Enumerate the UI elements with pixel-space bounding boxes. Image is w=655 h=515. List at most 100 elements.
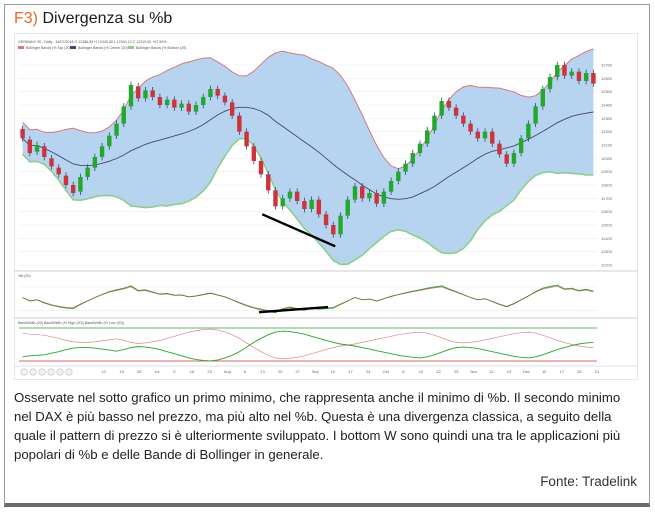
x-tick-label: 27 [295, 369, 300, 374]
candle-body [410, 153, 415, 164]
figure-title: Divergenza su %b [42, 10, 173, 27]
candle-body [439, 101, 444, 116]
candle-body [92, 157, 98, 168]
figure-code: F3) [14, 10, 38, 27]
pctb-panel-header: %b (20) [18, 274, 31, 278]
candle-body [70, 185, 76, 193]
candle-body [222, 95, 228, 103]
x-tick-label: 10 [331, 369, 336, 374]
candle-body [85, 167, 90, 177]
candle-body [374, 193, 379, 204]
candle-body [208, 89, 213, 97]
candle-body [359, 186, 365, 199]
candle-body [504, 154, 509, 164]
candle-body [526, 123, 531, 139]
x-tick-label: 19 [119, 369, 124, 374]
x-tick-label: 12 [102, 369, 107, 374]
price-tick-label: 12500 [601, 89, 613, 94]
candle-body [396, 171, 401, 181]
candle-body [20, 129, 25, 139]
candle-body [331, 225, 336, 235]
candle-body [583, 73, 589, 81]
candle-body [244, 131, 249, 147]
pctb-panel [19, 284, 597, 314]
lower-band-line [22, 137, 594, 266]
candle-body [302, 201, 307, 209]
candle-body [172, 99, 177, 108]
x-tick-label: Nov [470, 369, 477, 374]
x-tick-label: 12 [489, 369, 494, 374]
x-tick-label: Dec [523, 369, 530, 374]
price-panel: 12700 12600 12500 12400 12300 12200 12100 12000… [19, 48, 613, 268]
candle-body [518, 138, 524, 153]
candle-body [121, 106, 126, 124]
x-tick-label: 17 [560, 369, 565, 374]
x-tick-label: Aug [224, 369, 231, 374]
candle-body [425, 130, 430, 144]
candle-body [49, 158, 54, 167]
candle-body [193, 105, 199, 112]
x-tick-label: 9 [173, 369, 176, 374]
candle-body [128, 85, 134, 107]
candle-body [287, 191, 293, 199]
candle-body [63, 175, 69, 185]
price-tick-label: 12700 [601, 63, 613, 68]
source-text: Fonte: Tradelink [540, 474, 637, 489]
candle-body [323, 214, 329, 225]
price-tick-label: 11200 [601, 263, 613, 268]
x-tick-label: 16 [190, 369, 195, 374]
candle-body [114, 123, 119, 136]
candle-body [461, 115, 466, 124]
pctb-divergence-line [258, 305, 329, 314]
price-tick-label: 12600 [601, 76, 613, 81]
candle-body [475, 131, 480, 139]
candle-body [482, 131, 488, 139]
candle-body [107, 135, 112, 147]
candle-body [34, 145, 40, 152]
zoom-button-icon [29, 368, 37, 376]
candle-body [150, 90, 155, 97]
x-tick-label: 26 [577, 369, 582, 374]
price-tick-label: 11500 [601, 223, 613, 228]
price-divergence-line [261, 213, 336, 248]
candle-body [497, 143, 502, 155]
x-tick-label: 24 [366, 369, 371, 374]
price-tick-label: 11900 [601, 169, 613, 174]
price-tick-label: 11300 [601, 249, 613, 254]
figure-header: F3) Divergenza su %b [14, 10, 172, 28]
candle-body [201, 97, 206, 105]
candle-body [157, 97, 163, 105]
candle-body [179, 103, 184, 108]
candle-body [316, 199, 322, 215]
chart-area: GERMANY 30 - Daily - 16/07/2018 O 12386.… [13, 32, 639, 381]
zoom-buttons [20, 368, 73, 376]
bandwidth-line [22, 330, 594, 362]
candle-body [251, 146, 257, 161]
upper-band-line [22, 48, 594, 170]
candle-body [388, 181, 394, 192]
price-tick-label: 11800 [601, 183, 613, 188]
candle-body [78, 177, 83, 192]
candle-body [338, 215, 343, 235]
price-tick-label: 12200 [601, 129, 613, 134]
candle-body [229, 102, 235, 116]
chart-svg: GERMANY 30 - Daily - 16/07/2018 O 12386.… [13, 32, 639, 381]
bandwidth-secondary-line [22, 328, 594, 360]
chart-legend: Bollinger Bands (% Top (20) Bollinger Ba… [18, 46, 186, 50]
candle-body [27, 139, 33, 153]
candle-body [56, 167, 61, 175]
candle-body [562, 65, 567, 76]
x-tick-label: 13 [260, 369, 265, 374]
zoom-button-icon [38, 368, 46, 376]
candle-body [446, 101, 452, 108]
legend-swatch-bottom [128, 46, 134, 49]
price-tick-label: 12100 [601, 143, 613, 148]
candle-body [294, 191, 300, 201]
candle-body [164, 99, 170, 105]
candle-body [99, 146, 105, 157]
candle-body [417, 143, 423, 153]
candle-body [309, 199, 314, 209]
x-tick-label: 15 [419, 369, 424, 374]
legend-center-label: Bollinger Bands (% Center (20) [78, 46, 128, 50]
x-tick-label: 20 [278, 369, 283, 374]
